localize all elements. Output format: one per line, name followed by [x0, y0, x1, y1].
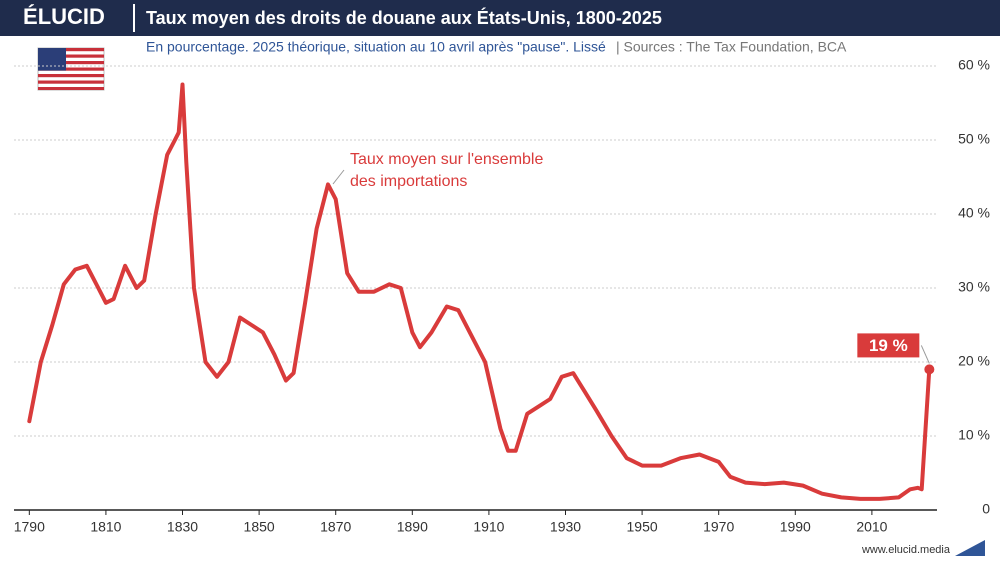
y-tick-label: 50 %: [958, 131, 990, 147]
data-label: 19 %: [869, 336, 908, 355]
x-tick-label: 1910: [473, 519, 504, 535]
brand: ÉLUCID: [23, 4, 105, 29]
x-tick-label: 1810: [90, 519, 121, 535]
y-tick-label: 40 %: [958, 205, 990, 221]
x-tick-label: 2010: [856, 519, 887, 535]
x-tick-label: 1990: [780, 519, 811, 535]
x-tick-label: 1950: [627, 519, 658, 535]
x-tick-label: 1930: [550, 519, 581, 535]
header-bar: [0, 0, 1000, 36]
plot: 0 10 % 20 % 30 % 40 % 50 % 60 % 1790 1810 1830 185…: [14, 57, 990, 535]
x-tick-label: 1790: [14, 519, 45, 535]
label-box: [857, 333, 920, 358]
y-tick-label: 30 %: [958, 279, 990, 295]
annotation: Taux moyen sur l'ensemble: [350, 151, 543, 168]
y-tick-label: 0: [982, 501, 990, 517]
y-tick-label: 20 %: [958, 353, 990, 369]
flag: [37, 47, 105, 91]
label-leader: [920, 345, 930, 364]
footer-mark: [955, 540, 985, 556]
x-tick-label: 1850: [244, 519, 275, 535]
footer: www.elucid.media: [861, 544, 951, 556]
subtitle: En pourcentage. 2025 théorique, situatio…: [146, 39, 606, 55]
source: | Sources : The Tax Foundation, BCA: [616, 39, 847, 55]
y-tick-label: 60 %: [958, 57, 990, 73]
end-dot: [924, 364, 935, 375]
y-tick-label: 10 %: [958, 427, 990, 443]
x-tick-label: 1970: [703, 519, 734, 535]
annotation: des importations: [350, 173, 467, 190]
annotation-leader: [332, 169, 345, 185]
chart-title: Taux moyen des droits de douane aux État…: [146, 7, 662, 28]
x-tick-label: 1870: [320, 519, 351, 535]
x-tick-label: 1890: [397, 519, 428, 535]
x-tick-label: 1830: [167, 519, 198, 535]
series-line: [27, 82, 932, 501]
